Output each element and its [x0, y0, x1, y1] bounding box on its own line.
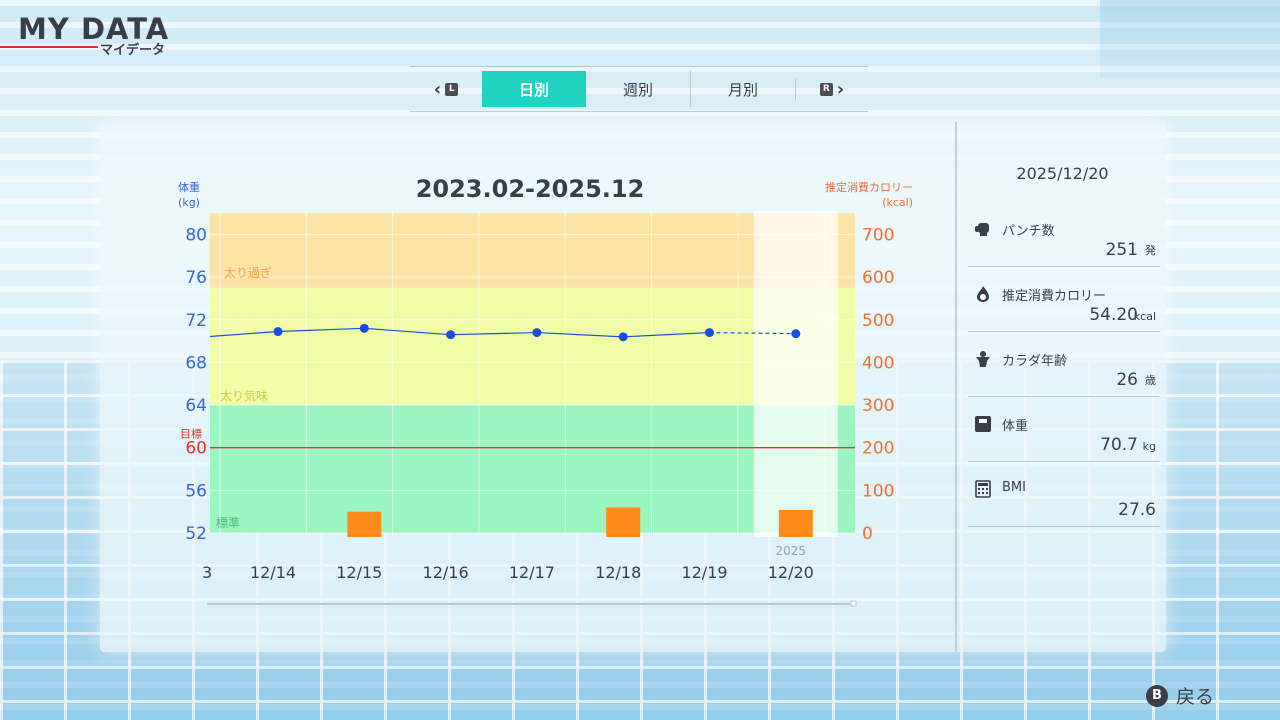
target-label: 目標	[180, 427, 202, 441]
date-label-12/17: 12/17	[509, 563, 555, 582]
zone-label-normal: 標準	[216, 515, 240, 530]
r-button-icon: R	[819, 82, 833, 96]
page-subtitle: マイデータ	[100, 43, 166, 58]
chevron-left-icon: ‹	[433, 78, 442, 100]
calorie-tick-label: 200	[862, 439, 894, 459]
date-label-12/18: 12/18	[595, 563, 641, 582]
stat-bmi: BMI 27.6	[968, 472, 1160, 527]
title-underline	[0, 46, 98, 48]
scrollbar-thumb	[850, 600, 857, 607]
weight-point-12/17	[532, 328, 542, 338]
corner-decoration	[1100, 0, 1280, 78]
weight-tick-label: 68	[185, 353, 207, 373]
weight-point-12/16	[446, 330, 456, 340]
b-button-icon: B	[1146, 684, 1168, 707]
chevron-right-icon: ›	[836, 78, 845, 100]
stat-weight: 体重 70.7 kg	[968, 407, 1160, 462]
flame-icon	[977, 286, 989, 302]
calorie-tick-label: 400	[862, 353, 894, 373]
calculator-icon	[975, 480, 991, 498]
stat-calories: 推定消費カロリー 54.20 kcal	[968, 277, 1160, 332]
date-label-12/16: 12/16	[423, 563, 469, 582]
weight-axis-title: 体重 (kg)	[178, 181, 200, 209]
weight-point-12/15	[359, 323, 369, 333]
next-tab-button[interactable]: R ›	[795, 78, 868, 100]
period-tabs: ‹ L 日別 週別 月別 R ›	[410, 66, 868, 112]
calorie-bar-12/15	[347, 511, 382, 537]
chart-title: 2023.02-2025.12	[415, 175, 645, 203]
tab-daily[interactable]: 日別	[482, 71, 586, 107]
date-label-partial: 3	[202, 563, 212, 582]
tab-monthly[interactable]: 月別	[690, 71, 795, 107]
stat-body-age: カラダ年齢 26 歳	[968, 342, 1160, 397]
l-button-icon: L	[445, 82, 459, 96]
calorie-tick-label: 600	[862, 268, 894, 288]
calorie-tick-label: 100	[862, 481, 894, 501]
zone-label-over: 太り過ぎ	[224, 265, 272, 280]
calorie-axis-title: 推定消費カロリー (kcal)	[825, 181, 913, 209]
weight-point-12/20	[791, 329, 801, 339]
calorie-tick-label: 300	[862, 396, 894, 416]
weight-tick-label: 64	[185, 396, 207, 416]
weight-point-12/18	[618, 332, 628, 342]
body-icon	[976, 351, 990, 367]
calorie-bar-12/18	[606, 507, 641, 537]
page-title: MY DATA	[18, 12, 170, 46]
weight-tick-label: 52	[185, 524, 207, 544]
calorie-tick-label: 700	[862, 226, 894, 246]
date-label-12/19: 12/19	[681, 563, 727, 582]
back-label: 戻る	[1176, 686, 1215, 708]
date-label-12/15: 12/15	[336, 563, 382, 582]
date-label-12/14: 12/14	[250, 563, 296, 582]
calorie-tick-label: 500	[862, 311, 894, 331]
weight-point-12/14	[273, 327, 283, 337]
weight-tick-label: 80	[185, 226, 207, 246]
glove-icon	[975, 223, 989, 236]
zone-over	[210, 213, 855, 288]
prev-tab-button[interactable]: ‹ L	[410, 79, 482, 100]
calorie-tick-label: 0	[862, 524, 873, 544]
weight-tick-label: 56	[185, 481, 207, 501]
weight-point-12/19	[705, 328, 714, 338]
zone-label-slight: 太り気味	[220, 388, 268, 403]
weight-line-projected	[709, 331, 796, 335]
calorie-bar-12/20	[778, 509, 813, 537]
weight-tick-label: 72	[185, 311, 207, 331]
selected-date: 2025/12/20	[1016, 164, 1109, 183]
scale-icon	[975, 416, 991, 432]
date-label-12/20: 12/20	[768, 563, 814, 582]
weight-tick-label: 76	[185, 268, 207, 288]
selected-day-highlight	[753, 211, 838, 537]
back-button[interactable]: B 戻る	[1146, 682, 1214, 709]
zone-normal	[210, 405, 855, 533]
year-label: 2025	[776, 544, 807, 558]
stat-punches: パンチ数 251 発	[968, 212, 1160, 267]
panel-divider	[955, 122, 957, 652]
data-panel: 体重 (kg) 推定消費カロリー (kcal) 2023.02-2025.12 …	[100, 122, 1166, 652]
tab-weekly[interactable]: 週別	[622, 80, 653, 99]
zone-slight	[210, 287, 855, 406]
weight-tick-label: 60	[185, 439, 207, 459]
